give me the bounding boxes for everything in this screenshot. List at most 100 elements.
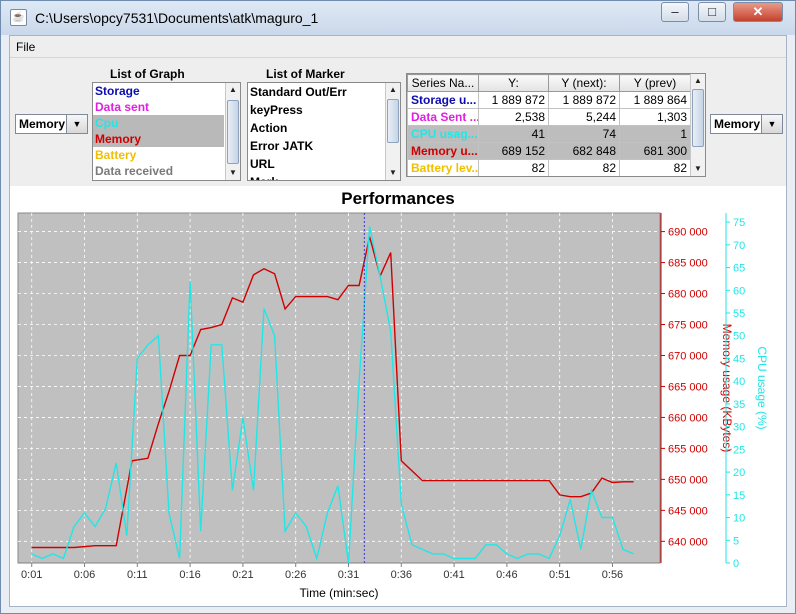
table-row[interactable]: Data Sent ... 2,538 5,244 1,303 <box>407 108 691 126</box>
memory-tick-label: 685 000 <box>668 258 708 270</box>
table-cell-next: 82 <box>548 159 620 176</box>
scroll-up-icon[interactable]: ▲ <box>389 85 397 94</box>
scroll-down-icon[interactable]: ▼ <box>694 164 702 173</box>
table-cell-name: Data Sent ... <box>407 108 479 126</box>
graph-list[interactable]: Storage Data sent Cpu Memory Battery Data rec… <box>92 82 241 181</box>
cpu-tick-label: 65 <box>733 263 745 275</box>
table-cell-prev: 1 <box>619 125 691 143</box>
marker-list[interactable]: Standard Out/Err keyPress Action Error JATK… <box>247 82 401 181</box>
x-tick-label: 0:16 <box>179 569 200 581</box>
window-title: C:\Users\opcy7531\Documents\atk\maguro_1 <box>35 10 319 26</box>
plot-background <box>17 212 661 564</box>
series-table: Series Na... Y: Y (next): Y (prev) Storage … <box>407 74 691 176</box>
table-row[interactable]: Battery lev... 82 82 82 <box>407 159 691 176</box>
graph-list-item[interactable]: Battery <box>95 148 137 162</box>
cpu-tick-label: 45 <box>733 353 745 365</box>
graph-list-item[interactable]: Data sent <box>95 100 150 114</box>
graph-list-scrollbar[interactable]: ▲ ▼ <box>225 83 240 180</box>
cpu-tick-label: 0 <box>733 558 739 570</box>
right-graph-combo[interactable]: Memory ▼ <box>710 114 783 134</box>
table-cell-name: Storage u... <box>407 91 479 109</box>
memory-series-line <box>31 236 634 549</box>
cpu-series-line <box>31 226 634 564</box>
performance-chart: 0:01 0:06 0:11 0:16 0:21 0:26 0:31 0:36 0:41 0:46… <box>17 212 769 600</box>
scroll-down-icon[interactable]: ▼ <box>229 168 237 177</box>
table-cell-name: Battery lev... <box>407 159 479 176</box>
memory-tick-label: 665 000 <box>668 381 708 393</box>
memory-tick-label: 680 000 <box>668 289 708 301</box>
marker-list-item[interactable]: URL <box>250 157 275 171</box>
title-bar[interactable]: ☕ C:\Users\opcy7531\Documents\atk\maguro… <box>1 1 795 35</box>
left-combo-value: Memory <box>19 117 66 131</box>
scroll-up-icon[interactable]: ▲ <box>229 85 237 94</box>
table-cell-next: 74 <box>548 125 620 143</box>
scroll-down-icon[interactable]: ▼ <box>389 168 397 177</box>
marker-list-item[interactable]: Action <box>250 121 288 135</box>
chevron-down-icon[interactable]: ▼ <box>761 115 782 133</box>
memory-tick-label: 650 000 <box>668 474 708 486</box>
table-cell-prev: 82 <box>619 159 691 176</box>
graph-list-item[interactable]: Data received <box>95 164 174 178</box>
table-row[interactable]: CPU usag... 41 74 1 <box>407 125 691 143</box>
marker-list-item[interactable]: Mark <box>248 173 400 180</box>
maximize-button[interactable]: □ <box>698 2 726 22</box>
memory-tick-label: 675 000 <box>668 320 708 332</box>
table-cell-y: 82 <box>478 159 549 176</box>
graph-list-item[interactable]: Memory <box>93 131 224 147</box>
cpu-tick-label: 75 <box>733 217 745 229</box>
menu-bar: File <box>10 36 786 58</box>
menu-file[interactable]: File <box>16 40 36 54</box>
table-cell-y: 2,538 <box>478 108 549 126</box>
table-row[interactable]: Storage u... 1 889 872 1 889 872 1 889 864 <box>407 91 691 109</box>
table-column-header[interactable]: Y (prev) <box>619 74 691 92</box>
x-tick-label: 0:26 <box>285 569 306 581</box>
cpu-tick-label: 35 <box>733 399 745 411</box>
cpu-tick-label: 15 <box>733 490 745 502</box>
scroll-thumb[interactable] <box>692 89 704 147</box>
right-combo-value: Memory <box>714 117 761 131</box>
scroll-up-icon[interactable]: ▲ <box>694 76 702 85</box>
series-table-scrollbar[interactable]: ▲ ▼ <box>690 74 705 176</box>
x-tick-label: 0:36 <box>391 569 412 581</box>
x-tick-label: 0:31 <box>338 569 359 581</box>
graph-list-item[interactable]: Storage <box>95 84 140 98</box>
left-graph-combo[interactable]: Memory ▼ <box>15 114 88 134</box>
close-button[interactable]: ✕ <box>733 2 783 22</box>
memory-tick-label: 640 000 <box>668 536 708 548</box>
cpu-tick-label: 25 <box>733 444 745 456</box>
scroll-thumb[interactable] <box>227 100 239 164</box>
table-cell-next: 5,244 <box>548 108 620 126</box>
minimize-button[interactable]: – <box>661 2 689 22</box>
cpu-tick-label: 60 <box>733 285 745 297</box>
scroll-thumb[interactable] <box>387 99 399 143</box>
table-cell-next: 682 848 <box>548 142 620 160</box>
marker-list-scrollbar[interactable]: ▲ ▼ <box>385 83 400 180</box>
x-tick-label: 0:46 <box>496 569 517 581</box>
memory-tick-label: 655 000 <box>668 443 708 455</box>
table-column-header[interactable]: Series Na... <box>407 74 479 92</box>
x-tick-label: 0:11 <box>127 569 148 581</box>
marker-list-title: List of Marker <box>266 67 345 81</box>
marker-list-item[interactable]: Error JATK <box>250 139 314 153</box>
table-cell-y: 1 889 872 <box>478 91 549 109</box>
table-cell-prev: 1 889 864 <box>619 91 691 109</box>
series-table-panel: Series Na... Y: Y (next): Y (prev) Storage … <box>406 73 706 177</box>
table-column-header[interactable]: Y (next): <box>548 74 620 92</box>
cpu-tick-label: 70 <box>733 240 745 252</box>
table-row[interactable]: Memory u... 689 152 682 848 681 300 <box>407 142 691 160</box>
cpu-tick-label: 50 <box>733 331 745 343</box>
x-tick-label: 0:01 <box>21 569 42 581</box>
x-tick-label: 0:51 <box>549 569 570 581</box>
chart-area: Performances 0:01 0:06 0:11 0:16 0:21 0:26 0:3… <box>10 186 786 606</box>
marker-list-item[interactable]: keyPress <box>250 103 303 117</box>
table-column-header[interactable]: Y: <box>478 74 549 92</box>
memory-tick-label: 670 000 <box>668 350 708 362</box>
cpu-tick-label: 40 <box>733 376 745 388</box>
graph-list-item[interactable]: Cpu <box>93 115 224 131</box>
chevron-down-icon[interactable]: ▼ <box>66 115 87 133</box>
marker-list-item[interactable]: Standard Out/Err <box>250 85 347 99</box>
x-tick-label: 0:21 <box>232 569 253 581</box>
memory-tick-label: 660 000 <box>668 412 708 424</box>
control-panel: Memory ▼ List of Graph Storage Data sent C… <box>10 58 786 186</box>
